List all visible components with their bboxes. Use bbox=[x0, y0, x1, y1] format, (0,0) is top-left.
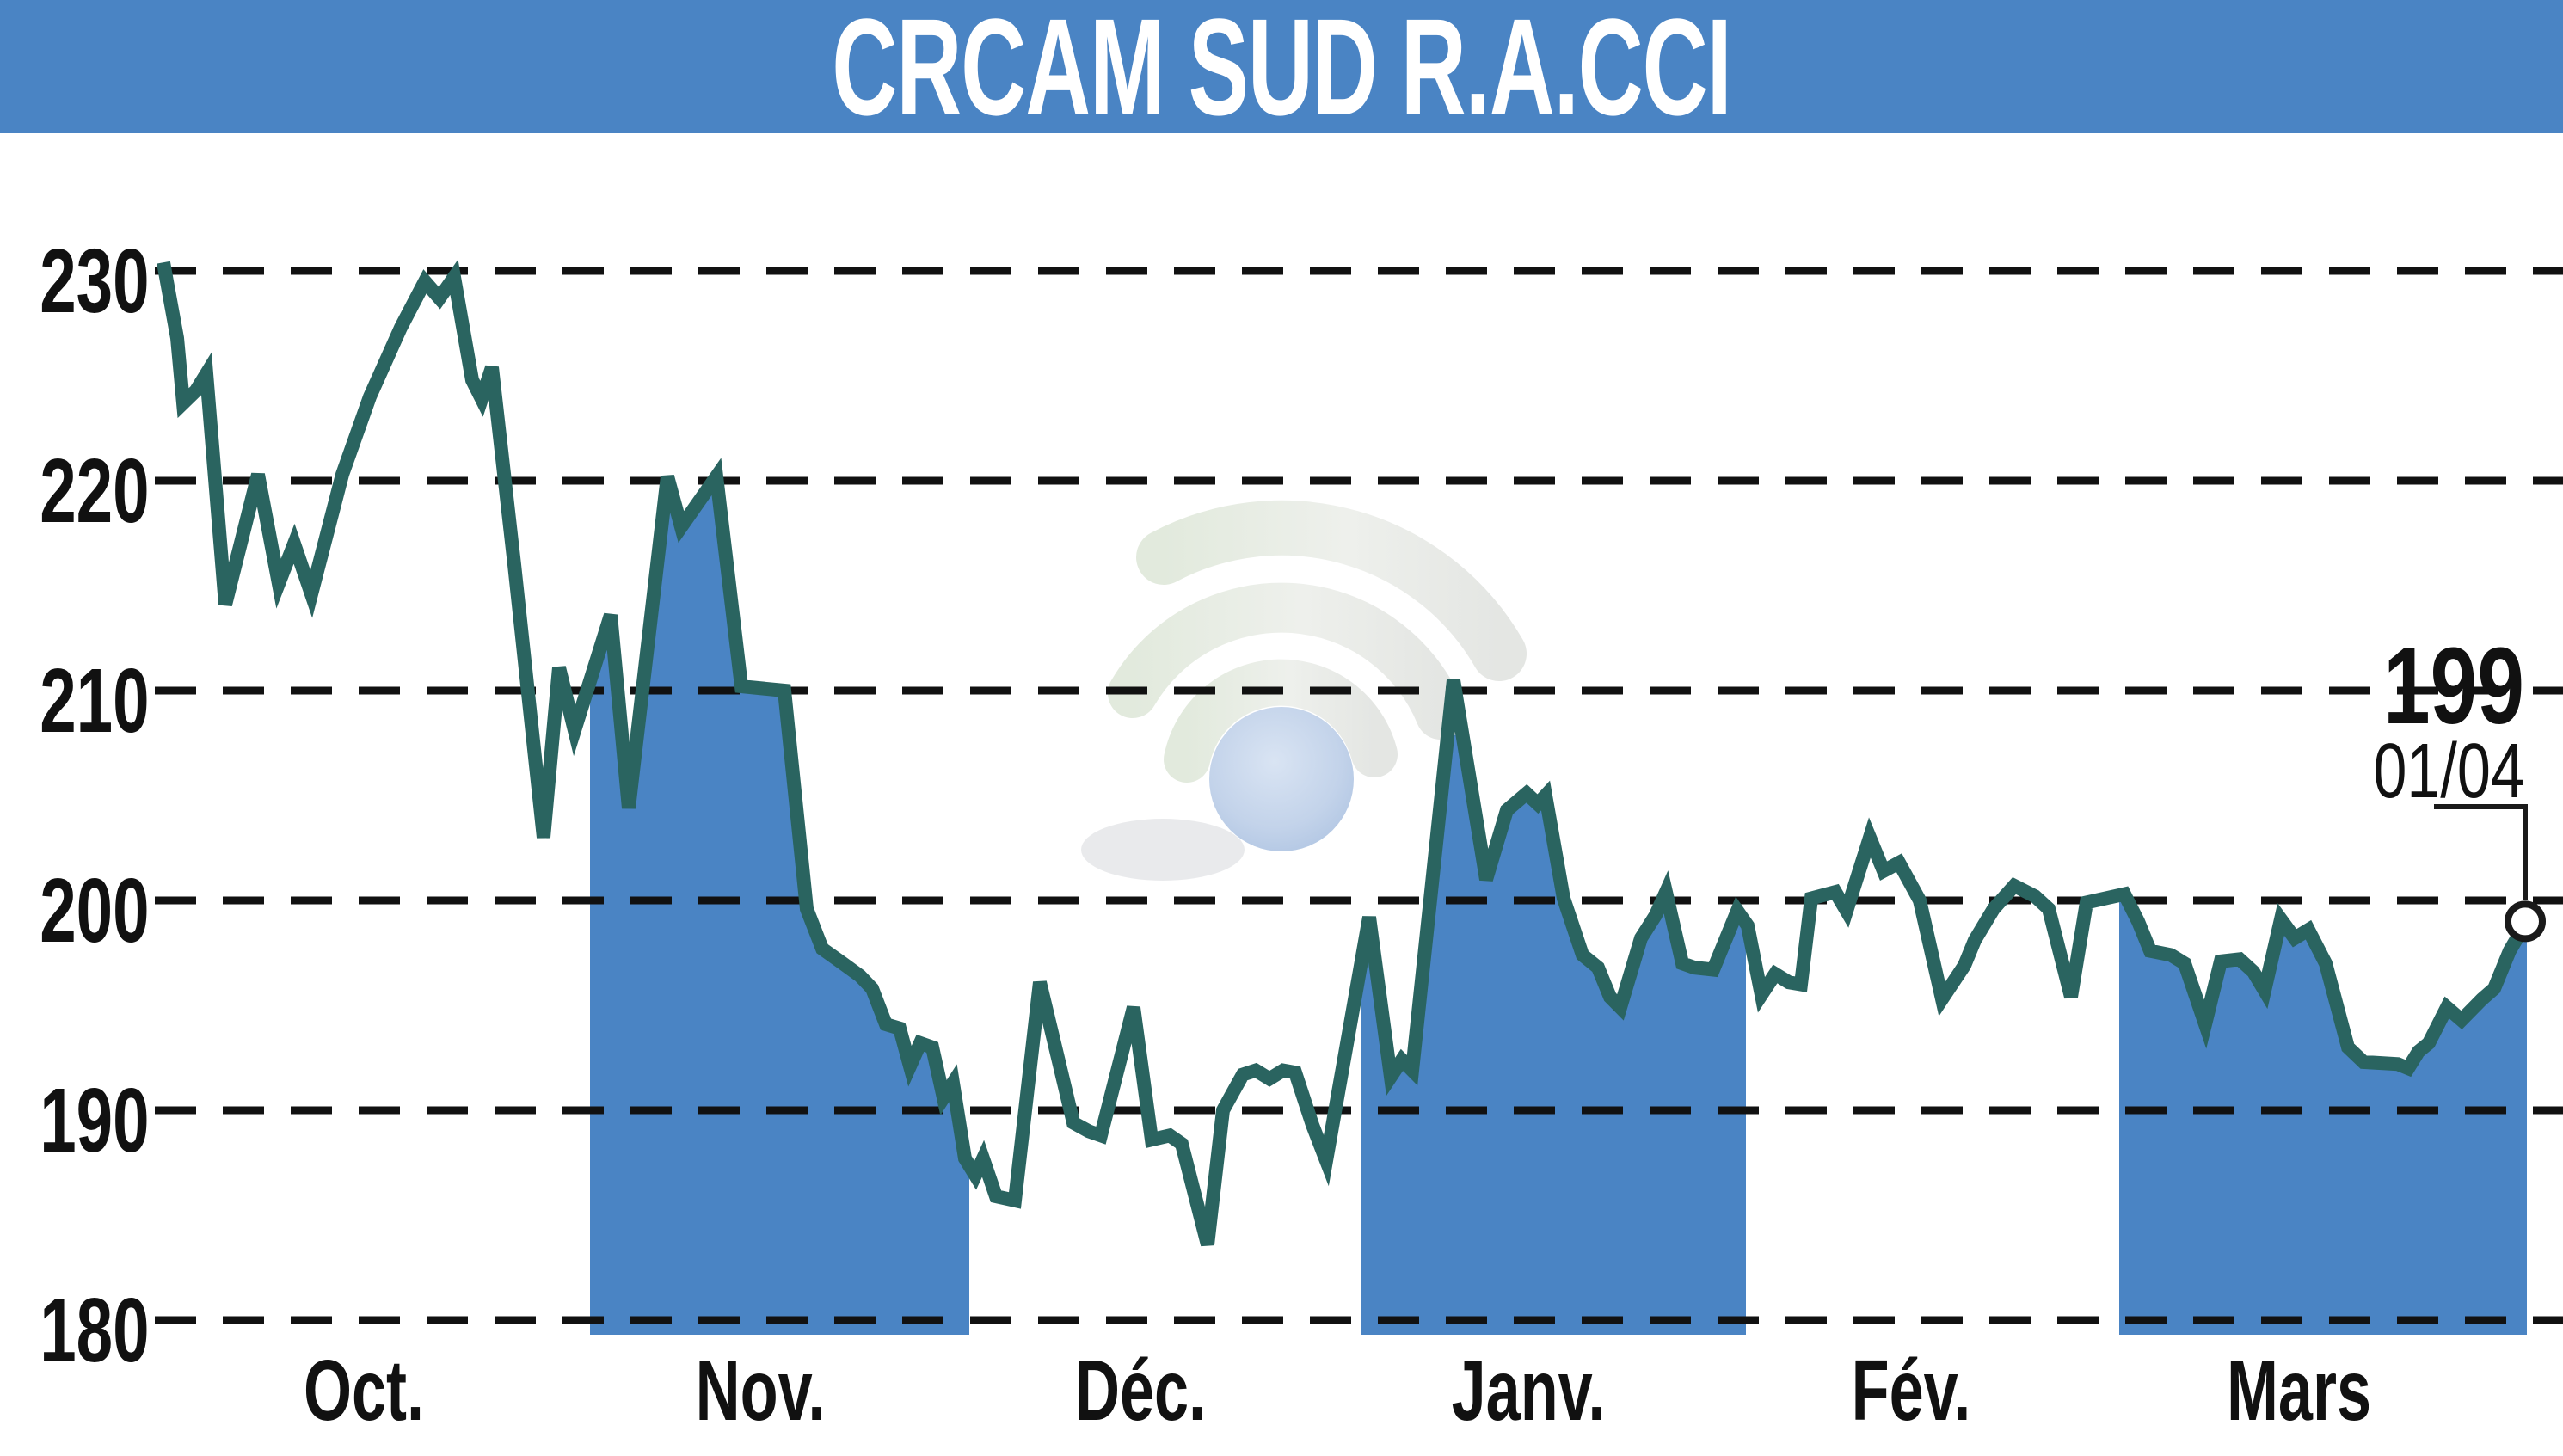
last-value-label: 199 bbox=[2383, 625, 2524, 746]
last-value-marker bbox=[2505, 900, 2546, 943]
y-axis-tick-label: 230 bbox=[40, 230, 150, 332]
chart-header: CRCAM SUD R.A.CCI bbox=[0, 0, 2563, 144]
x-axis-month-label: Déc. bbox=[1074, 1342, 1207, 1439]
watermark-signal-arc-middle bbox=[1108, 582, 1466, 740]
y-axis-tick-label: 180 bbox=[40, 1280, 150, 1381]
watermark-sphere bbox=[1209, 707, 1354, 851]
last-date-label: 01/04 bbox=[2373, 728, 2524, 814]
y-axis-tick-label: 220 bbox=[40, 440, 150, 542]
y-axis-tick-label: 190 bbox=[40, 1070, 150, 1171]
x-axis-month-label: Janv. bbox=[1451, 1342, 1606, 1439]
last-value-callout-line bbox=[2434, 804, 2528, 900]
x-axis-month-label: Mars bbox=[2226, 1342, 2372, 1439]
x-axis-month-label: Oct. bbox=[303, 1342, 425, 1439]
y-axis-tick-label: 210 bbox=[40, 650, 150, 752]
watermark-signal-arc-inner bbox=[1164, 659, 1398, 783]
x-axis-month-label: Nov. bbox=[695, 1342, 826, 1439]
chart-title: CRCAM SUD R.A.CCI bbox=[832, 0, 1732, 144]
watermark-cloud-shadow bbox=[1081, 819, 1245, 881]
y-axis-tick-label: 200 bbox=[40, 860, 150, 961]
x-axis-month-label: Fév. bbox=[1851, 1342, 1971, 1439]
watermark-signal-arc-outer bbox=[1136, 500, 1527, 681]
gridlines bbox=[155, 267, 2563, 1324]
price-line bbox=[157, 259, 2533, 1247]
watermark-logo bbox=[1081, 500, 1527, 881]
